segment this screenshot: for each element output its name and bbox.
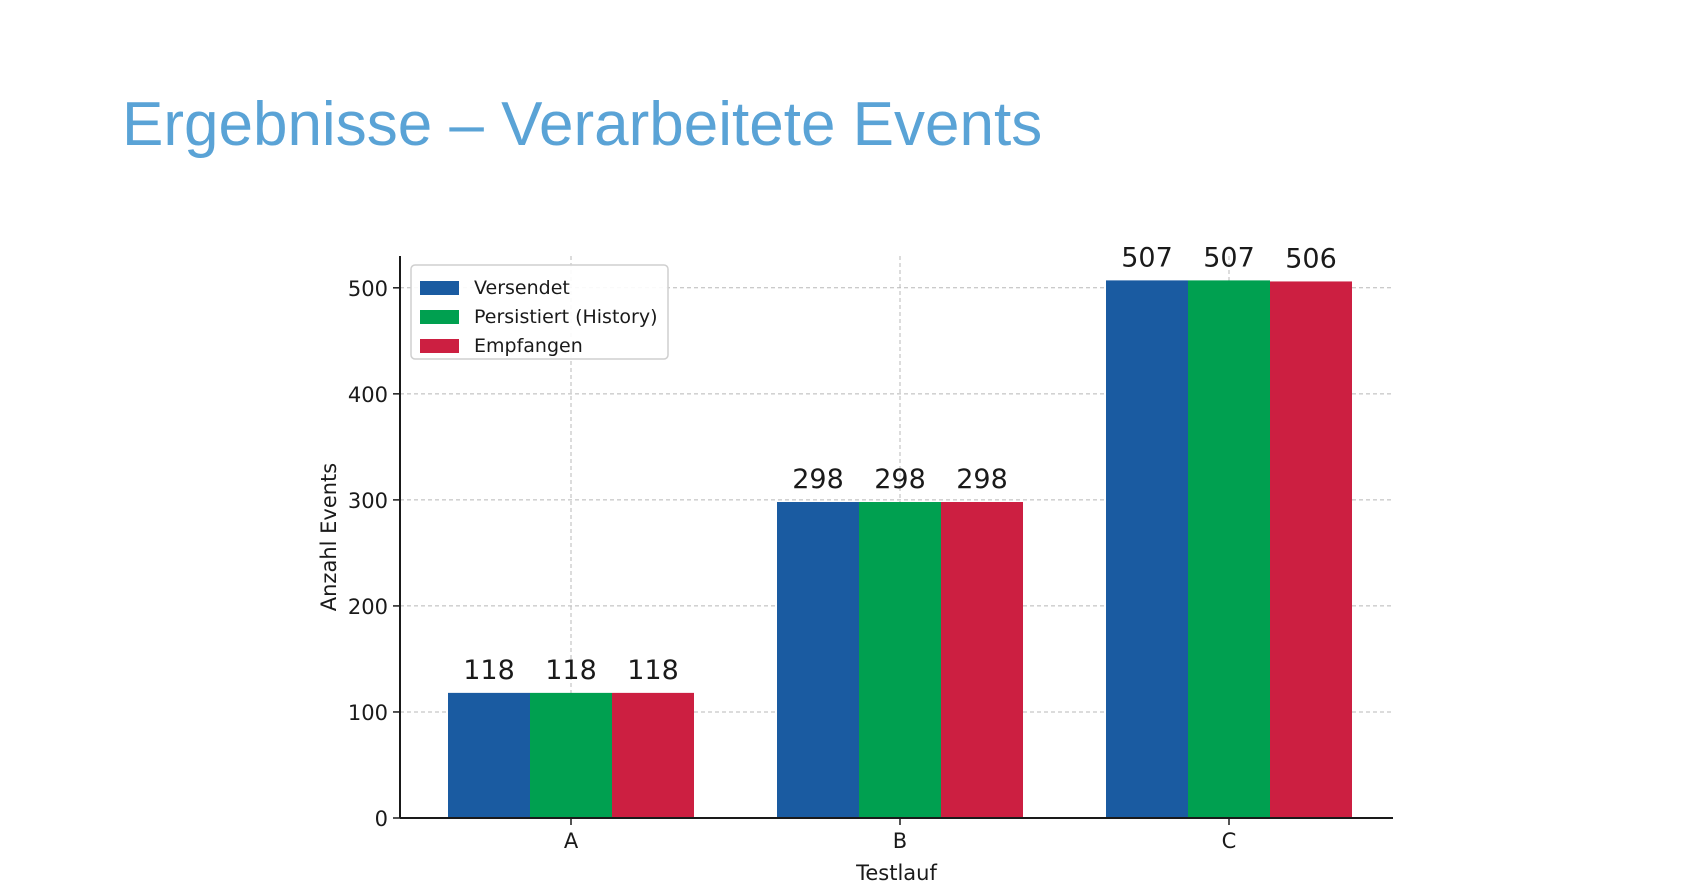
data-label: 118: [463, 655, 515, 686]
legend-swatch: [420, 339, 459, 353]
data-labels: 118 118 118 298 298 298 507 507 506: [463, 242, 1337, 685]
legend-swatch: [420, 310, 459, 324]
bar-a-1: [448, 692, 530, 818]
bar-c-2: [1188, 280, 1270, 818]
data-label: 507: [1203, 242, 1255, 273]
data-label: 507: [1121, 242, 1173, 273]
y-tick-label: 200: [348, 595, 388, 619]
axes: 0 100 200 300 400 500 A B C Testlauf Anzahl Events: [317, 256, 1393, 885]
y-tick-label: 0: [375, 807, 388, 831]
legend-label: Empfangen: [474, 335, 583, 357]
data-label: 298: [874, 464, 926, 495]
y-tick-label: 400: [348, 383, 388, 407]
x-tick-label: A: [564, 829, 579, 853]
bar-c-3: [1270, 281, 1352, 818]
bar-a-3: [612, 692, 694, 818]
slide-title: Ergebnisse – Verarbeitete Events: [122, 90, 1043, 159]
legend-label: Versendet: [474, 277, 570, 299]
data-label: 506: [1285, 243, 1337, 274]
bars: [448, 280, 1352, 818]
legend-box: [410, 264, 669, 360]
bar-c-1: [1106, 280, 1188, 818]
bar-b-2: [859, 502, 941, 818]
data-label: 298: [956, 464, 1008, 495]
x-axis-title: Testlauf: [855, 861, 937, 885]
y-axis-title: Anzahl Events: [317, 463, 341, 612]
legend-swatch: [420, 281, 459, 295]
bar-a-2: [530, 692, 612, 818]
legend-label: Persistiert (History): [474, 306, 658, 328]
y-tick-label: 500: [348, 277, 388, 301]
x-tick-label: C: [1222, 829, 1237, 853]
y-tick-label: 100: [348, 701, 388, 725]
data-label: 118: [627, 655, 679, 686]
y-tick-label: 300: [348, 489, 388, 513]
data-label: 118: [545, 655, 597, 686]
x-tick-label: B: [893, 829, 907, 853]
bar-b-1: [777, 502, 859, 818]
legend: Versendet Persistiert (History) Empfangen: [410, 264, 669, 360]
bar-b-3: [941, 502, 1023, 818]
data-label: 298: [792, 464, 844, 495]
